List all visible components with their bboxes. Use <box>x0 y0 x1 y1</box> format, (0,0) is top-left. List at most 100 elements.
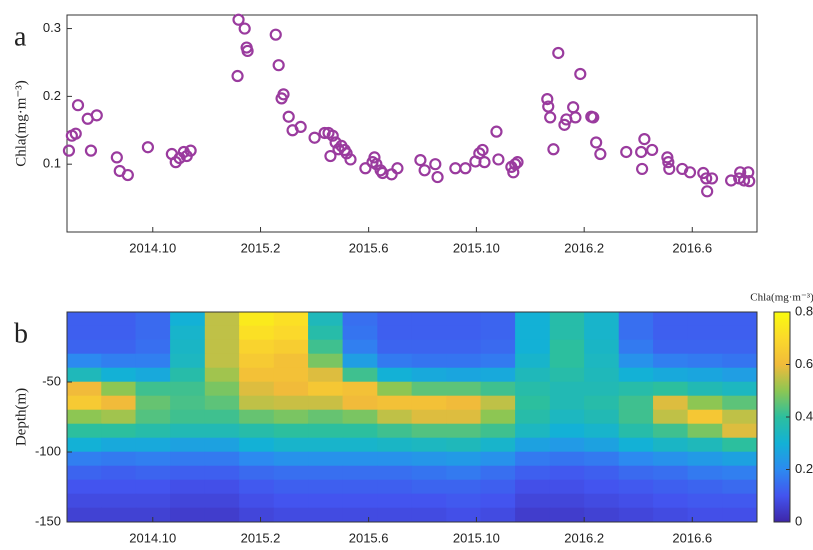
heatmap-cell <box>135 312 171 327</box>
heatmap-cell <box>101 381 137 397</box>
heatmap-cell <box>584 493 620 509</box>
heatmap-cell <box>308 339 344 355</box>
colorbar-tick-label: 0.2 <box>795 461 813 476</box>
x-tick-label: 2016.2 <box>564 240 604 255</box>
heatmap-cell <box>584 479 620 495</box>
heatmap-cell <box>653 409 689 425</box>
point <box>359 162 372 175</box>
x-tick-label: 2015.10 <box>453 240 500 255</box>
heatmap-cell <box>135 367 171 383</box>
heatmap-cell <box>135 507 171 522</box>
heatmap-cell <box>480 437 516 453</box>
heatmap-cell <box>135 437 171 453</box>
heatmap-cell <box>446 409 482 425</box>
heatmap-cell <box>377 507 413 522</box>
point <box>544 111 557 124</box>
heatmap-cell <box>515 507 551 522</box>
heatmap-cell <box>101 437 137 453</box>
heatmap-cell <box>204 381 240 397</box>
heatmap-cell <box>342 353 378 369</box>
heatmap-cell <box>584 381 620 397</box>
heatmap-cell <box>170 381 206 397</box>
point <box>743 175 756 188</box>
point <box>509 158 522 171</box>
point <box>638 132 651 146</box>
point <box>661 151 674 164</box>
heatmap-cell <box>480 325 516 341</box>
heatmap-cell <box>67 312 102 327</box>
heatmap-cell <box>101 339 137 355</box>
colorbar-tick-label: 0.4 <box>795 408 813 423</box>
heatmap-cell <box>170 507 206 522</box>
heatmap-cell <box>170 493 206 509</box>
heatmap-cell <box>273 507 309 522</box>
heatmap-cell <box>480 493 516 509</box>
heatmap-cell <box>308 465 344 481</box>
heatmap-cell <box>135 451 171 467</box>
heatmap-cell <box>687 367 723 383</box>
heatmap-cell <box>515 437 551 453</box>
heatmap-cell <box>135 395 171 411</box>
heatmap-cell <box>101 451 137 467</box>
heatmap-cell <box>515 409 551 425</box>
heatmap-cell <box>239 339 275 355</box>
heatmap-cell <box>446 437 482 453</box>
heatmap-cell <box>67 451 102 467</box>
heatmap-cell <box>687 451 723 467</box>
point <box>663 162 676 176</box>
heatmap-cell <box>549 312 585 327</box>
heatmap-cell <box>170 312 206 327</box>
heatmap-cell <box>239 325 275 341</box>
point <box>391 162 404 175</box>
heatmap-cell <box>308 367 344 383</box>
point <box>552 46 565 60</box>
heatmap-cell <box>101 367 137 383</box>
heatmap-cell <box>170 465 206 481</box>
heatmap-cell <box>446 353 482 369</box>
point <box>69 127 82 140</box>
y-tick-label: 0.2 <box>43 88 61 103</box>
heatmap-cell <box>446 507 482 522</box>
point <box>71 99 85 112</box>
point <box>294 120 307 133</box>
point <box>569 111 582 124</box>
y-axis-label: Depth(m) <box>13 388 29 446</box>
heatmap-cell <box>135 409 171 425</box>
point <box>84 144 98 157</box>
heatmap-cell <box>653 507 689 522</box>
heatmap-cell <box>584 367 620 383</box>
heatmap-cell <box>515 339 551 355</box>
heatmap-cell <box>101 423 137 439</box>
point <box>542 100 555 113</box>
heatmap-cell <box>170 367 206 383</box>
heatmap-cell <box>67 395 102 411</box>
heatmap-cell <box>653 381 689 397</box>
heatmap-cell <box>204 339 240 355</box>
colorbar-label: Chla(mg·m⁻³) <box>750 292 813 304</box>
heatmap-cell <box>549 451 585 467</box>
heatmap-cell <box>549 409 585 425</box>
point <box>511 156 524 169</box>
heatmap-cell <box>377 493 413 509</box>
heatmap-cell <box>446 479 482 495</box>
point <box>141 141 155 154</box>
heatmap-cell <box>308 325 344 341</box>
heatmap-cell <box>308 507 344 522</box>
heatmap-cell <box>308 423 344 439</box>
heatmap-cell <box>722 395 757 411</box>
heatmap-cell <box>653 353 689 369</box>
point <box>635 145 648 159</box>
heatmap-cell <box>549 339 585 355</box>
point <box>269 28 282 41</box>
heatmap-cell <box>135 493 171 509</box>
heatmap-cell <box>377 312 413 327</box>
point <box>620 145 633 159</box>
heatmap-cell <box>687 353 723 369</box>
heatmap-cell <box>308 312 344 327</box>
point <box>646 143 659 157</box>
heatmap-cell <box>411 437 447 453</box>
heatmap-cell <box>204 353 240 369</box>
heatmap-cell <box>239 479 275 495</box>
point <box>701 185 714 198</box>
panel-label: a <box>14 21 27 52</box>
